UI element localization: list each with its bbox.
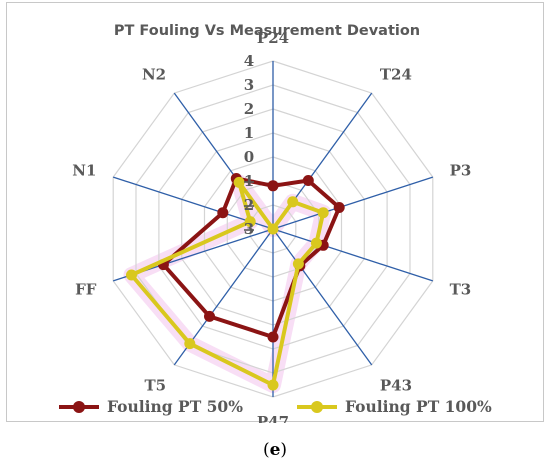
radial-tick-label: 0 — [244, 148, 254, 166]
data-point — [126, 269, 137, 281]
legend-label-1: Fouling PT 50% — [107, 397, 243, 416]
radial-tick-label: 3 — [244, 220, 254, 238]
data-point — [244, 216, 256, 228]
data-point — [333, 202, 345, 213]
data-point — [310, 237, 322, 249]
category-label: P3 — [450, 162, 472, 180]
data-point — [267, 223, 279, 235]
category-label: T24 — [380, 66, 412, 84]
data-point — [184, 338, 196, 350]
category-label: N1 — [72, 162, 96, 180]
radial-tick-label: 1 — [244, 172, 254, 190]
data-point — [302, 175, 314, 186]
category-label: T5 — [144, 376, 166, 394]
radar-chart-figure: PT Fouling Vs Measurement Devation 4 3 2 1 0… — [6, 2, 544, 423]
radial-tick-label: 4 — [244, 52, 254, 70]
data-point — [204, 310, 215, 322]
legend-marker-2 — [311, 401, 323, 413]
category-labels: P24 T24 P3 T3 P43 P47 T5 FF N1 N2 — [72, 29, 471, 423]
category-label: P43 — [380, 376, 412, 394]
radar-chart: PT Fouling Vs Measurement Devation 4 3 2 1 0… — [59, 23, 492, 423]
radial-tick-labels: 4 3 2 1 0 1 2 3 — [244, 52, 254, 238]
data-point — [267, 379, 279, 391]
data-point — [217, 207, 229, 219]
radial-tick-label: 1 — [244, 124, 254, 142]
radial-tick-label: 2 — [244, 100, 254, 118]
legend-marker-1 — [73, 401, 85, 413]
category-label: N2 — [142, 66, 166, 84]
caption-letter: e — [269, 440, 281, 460]
data-point — [233, 176, 245, 188]
radar-spoke — [272, 176, 434, 230]
radar-spoke — [272, 228, 373, 366]
series-layer — [126, 173, 345, 391]
chart-title: PT Fouling Vs Measurement Devation — [114, 23, 420, 39]
category-label: P24 — [257, 29, 289, 47]
data-point — [267, 180, 279, 192]
radial-tick-label: 2 — [244, 196, 254, 214]
category-label: T3 — [450, 280, 472, 298]
data-point — [267, 331, 279, 343]
radial-tick-label: 3 — [244, 76, 254, 94]
category-label: FF — [75, 280, 97, 298]
figure-caption: (e) — [262, 440, 288, 460]
legend-label-2: Fouling PT 100% — [345, 397, 492, 416]
legend: Fouling PT 50% Fouling PT 100% — [59, 397, 492, 416]
data-point — [317, 207, 329, 219]
category-label: P47 — [257, 413, 289, 423]
data-point — [292, 258, 304, 270]
data-point — [287, 196, 299, 208]
radar-spoke — [272, 228, 434, 282]
